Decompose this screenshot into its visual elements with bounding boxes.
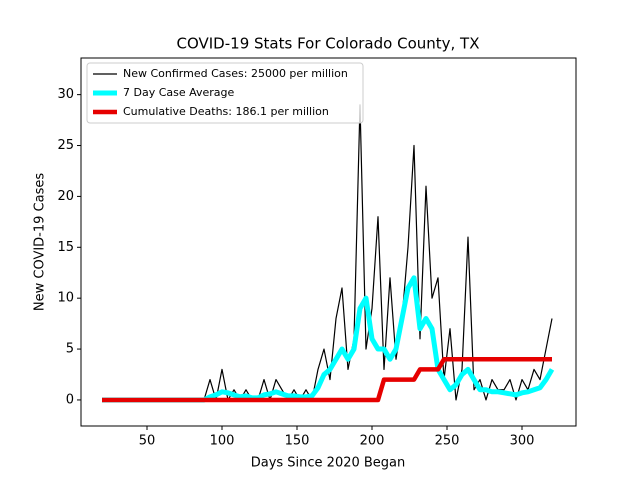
legend-label: Cumulative Deaths: 186.1 per million — [123, 105, 329, 118]
series-line — [102, 356, 552, 403]
legend: New Confirmed Cases: 25000 per million 7 … — [86, 62, 364, 124]
chart-title: COVID-19 Stats For Colorado County, TX — [176, 35, 479, 53]
x-tick-label: 200 — [360, 434, 385, 449]
y-axis-label: New COVID-19 Cases — [33, 173, 48, 311]
y-tick-label: 25 — [57, 138, 74, 153]
x-tick-label: 150 — [285, 434, 310, 449]
x-tick-label: 100 — [210, 434, 235, 449]
legend-label: 7 Day Case Average — [123, 86, 235, 99]
y-tick-label: 30 — [57, 87, 74, 102]
x-tick-label: 250 — [435, 434, 460, 449]
y-tick-label: 10 — [57, 291, 74, 306]
y-tick-label: 5 — [66, 342, 74, 357]
legend-label: New Confirmed Cases: 25000 per million — [123, 67, 348, 80]
y-tick-label: 15 — [57, 240, 74, 255]
x-tick-label: 300 — [510, 434, 535, 449]
y-tick-label: 0 — [66, 392, 74, 407]
series-line — [102, 275, 555, 403]
legend-box — [86, 62, 364, 124]
plot-frame — [80, 57, 577, 427]
series-line — [102, 104, 553, 401]
x-tick-label: 50 — [139, 434, 156, 449]
y-tick-label: 20 — [57, 189, 74, 204]
x-axis-label: Days Since 2020 Began — [251, 456, 406, 471]
